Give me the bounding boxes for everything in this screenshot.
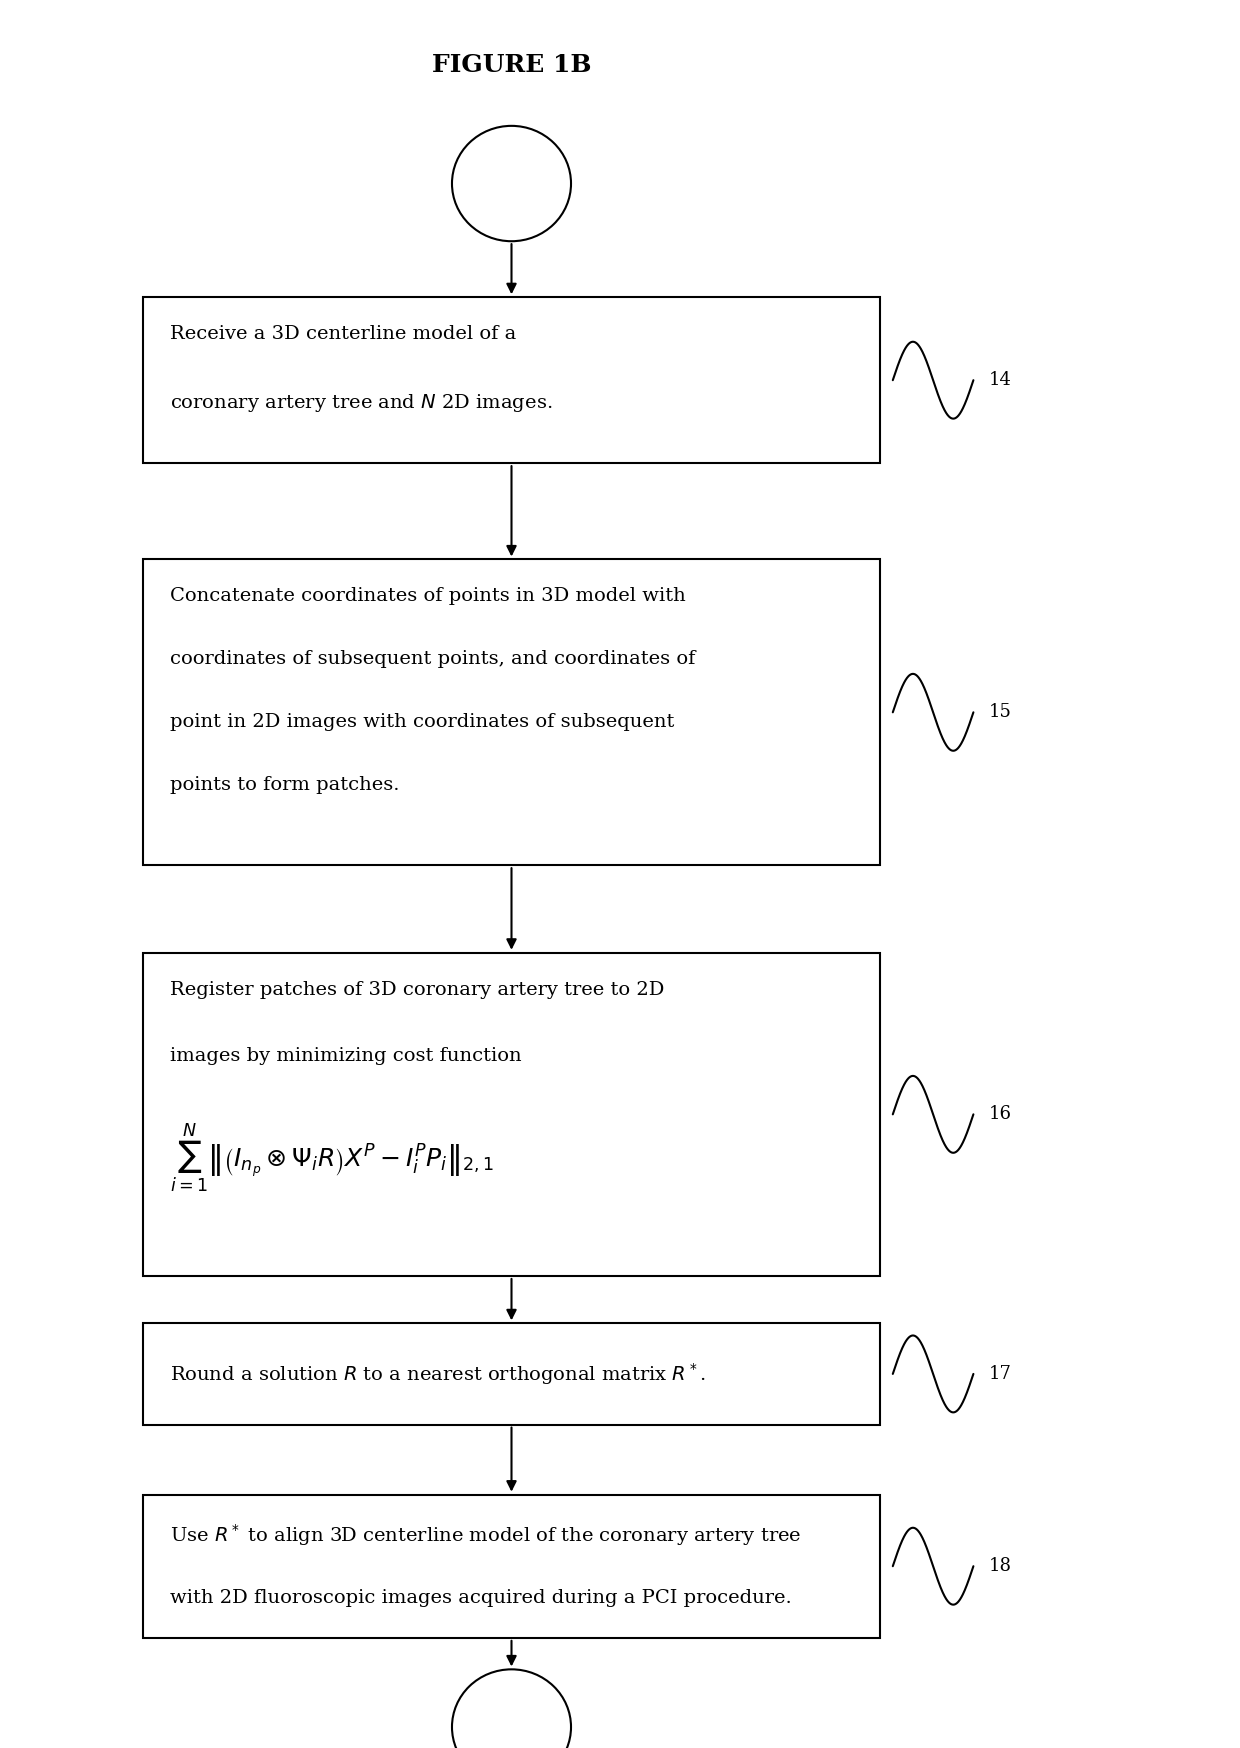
Text: 14: 14	[988, 371, 1011, 390]
Text: with 2D fluoroscopic images acquired during a PCI procedure.: with 2D fluoroscopic images acquired dur…	[170, 1589, 791, 1606]
Text: coronary artery tree and $N$ 2D images.: coronary artery tree and $N$ 2D images.	[170, 392, 552, 414]
Text: points to form patches.: points to form patches.	[170, 776, 399, 794]
Text: Receive a 3D centerline model of a: Receive a 3D centerline model of a	[170, 325, 516, 343]
Text: Use $R^*$ to align 3D centerline model of the coronary artery tree: Use $R^*$ to align 3D centerline model o…	[170, 1523, 801, 1549]
Text: 17: 17	[988, 1365, 1011, 1383]
Text: Register patches of 3D coronary artery tree to 2D: Register patches of 3D coronary artery t…	[170, 981, 665, 998]
FancyBboxPatch shape	[143, 1495, 880, 1638]
Text: 16: 16	[988, 1105, 1012, 1124]
Text: 15: 15	[988, 703, 1011, 722]
FancyBboxPatch shape	[143, 1323, 880, 1425]
Text: point in 2D images with coordinates of subsequent: point in 2D images with coordinates of s…	[170, 713, 675, 731]
Text: coordinates of subsequent points, and coordinates of: coordinates of subsequent points, and co…	[170, 650, 696, 668]
FancyBboxPatch shape	[143, 953, 880, 1276]
FancyBboxPatch shape	[143, 559, 880, 865]
Text: $\sum_{i=1}^{N}\left\|\left(I_{n_p}\otimes\Psi_i R\right)X^P - I_i^P P_i\right\|: $\sum_{i=1}^{N}\left\|\left(I_{n_p}\otim…	[170, 1122, 494, 1196]
Text: Concatenate coordinates of points in 3D model with: Concatenate coordinates of points in 3D …	[170, 587, 686, 605]
Text: FIGURE 1B: FIGURE 1B	[432, 52, 591, 77]
FancyBboxPatch shape	[143, 297, 880, 463]
Text: images by minimizing cost function: images by minimizing cost function	[170, 1047, 522, 1065]
Text: 18: 18	[988, 1557, 1012, 1575]
Text: Round a solution $R$ to a nearest orthogonal matrix $R^*$.: Round a solution $R$ to a nearest orthog…	[170, 1362, 706, 1386]
